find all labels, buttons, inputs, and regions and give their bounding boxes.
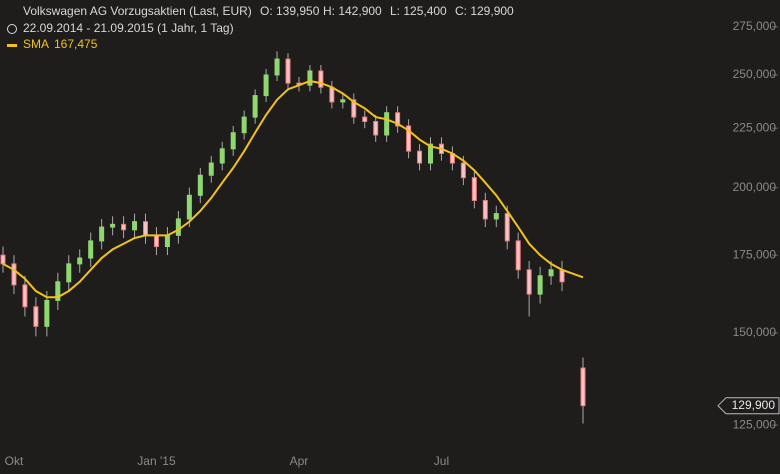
candle-body [362, 116, 368, 123]
candle-body [263, 74, 269, 97]
chart-title: Volkswagen AG Vorzugsaktien (Last, EUR) [23, 4, 252, 18]
candle-body [88, 240, 94, 259]
ohlc-open: O: 139,950 [260, 4, 320, 18]
candle-body [197, 174, 203, 196]
candle-body [208, 162, 214, 176]
candle-body [77, 257, 83, 265]
ohlc-high: H: 142,900 [323, 4, 382, 18]
candle-body [164, 234, 170, 248]
candle-body [22, 284, 28, 308]
sma-legend-name: SMA [23, 37, 49, 51]
candle-body [526, 269, 532, 295]
candle-body [55, 281, 61, 301]
chart-subtitle: 22.09.2014 - 21.09.2015 (1 Jahr, 1 Tag) [23, 21, 234, 35]
last-price-marker [717, 397, 780, 415]
ohlc-close: C: 129,900 [455, 4, 514, 18]
sma-legend-value: 167,475 [54, 37, 98, 51]
x-tick-label: Jan '15 [137, 454, 176, 468]
candle-body [548, 269, 554, 277]
candle-body [33, 306, 39, 327]
candle-body [132, 221, 138, 231]
candle-body [110, 223, 116, 228]
candle-body [0, 254, 6, 265]
candle-body [99, 226, 105, 242]
candle-body [66, 263, 72, 283]
candle-body [406, 125, 412, 152]
candle-body [285, 58, 291, 84]
candle-body [143, 221, 148, 236]
sma-line [2, 80, 584, 299]
candle-body [307, 70, 313, 86]
candle-body [340, 99, 346, 103]
y-tick-label: 175,000 [733, 247, 777, 261]
x-tick-label: Apr [290, 454, 309, 468]
candle-body [44, 299, 50, 327]
candle-body [274, 58, 280, 76]
x-tick-label: Okt [5, 454, 24, 468]
candle-body [580, 367, 586, 407]
candle-body [11, 263, 17, 286]
candle-body [230, 132, 236, 150]
last-price-label: 129,900 [732, 398, 776, 412]
y-tick-label: 250,000 [733, 67, 777, 81]
sma-legend-swatch [7, 44, 17, 47]
clock-icon [7, 24, 17, 34]
candle-body [515, 240, 521, 271]
candle-body [417, 150, 423, 164]
ohlc-low: L: 125,400 [390, 4, 447, 18]
candle-body [153, 234, 159, 248]
candle-body [395, 112, 401, 127]
candle-body [493, 213, 499, 220]
candle-body [559, 269, 565, 283]
candle-body [175, 218, 181, 236]
y-tick-label: 200,000 [733, 180, 777, 194]
candle-body [186, 194, 192, 220]
candle-body [428, 143, 433, 164]
candle-body [121, 223, 127, 231]
candle-body [219, 148, 225, 164]
y-tick-label: 125,000 [733, 417, 777, 431]
candle-body [537, 275, 543, 295]
candle-body [471, 177, 477, 201]
candle-body [373, 121, 379, 136]
candle-body [329, 86, 335, 103]
candle-body [460, 162, 466, 179]
y-tick-label: 150,000 [733, 325, 777, 339]
candle-body [504, 213, 510, 242]
candle-body [241, 116, 247, 134]
candle-body [482, 199, 488, 220]
candle-body [252, 95, 258, 118]
candle-body [384, 112, 390, 136]
x-tick-label: Jul [434, 454, 449, 468]
y-tick-label: 275,000 [733, 19, 777, 33]
y-tick-label: 225,000 [733, 120, 777, 134]
candle-body [318, 70, 324, 88]
candle-body [351, 99, 357, 118]
